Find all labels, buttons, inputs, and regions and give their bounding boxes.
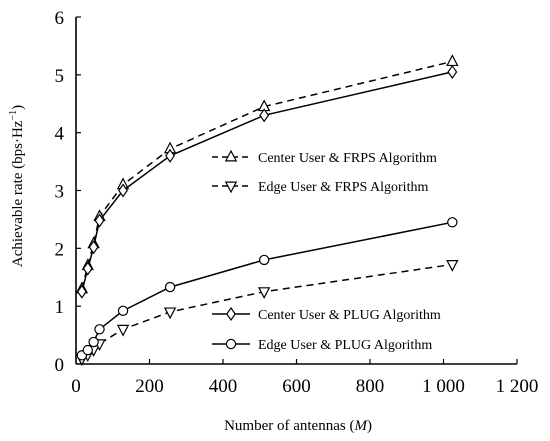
data-point-marker <box>259 108 270 123</box>
legend-label: Center User & FRPS Algorithm <box>258 151 437 166</box>
x-tick-label: 800 <box>356 376 385 397</box>
series-edge-user-and-plug-algorithm <box>76 217 458 361</box>
data-point-marker <box>164 281 176 293</box>
legend-label: Edge User & PLUG Algorithm <box>258 338 432 353</box>
series-line <box>81 60 453 289</box>
x-tick-label: 200 <box>135 376 164 397</box>
y-tick-label: 1 <box>55 297 65 318</box>
legend-marker <box>224 181 238 194</box>
legend-entry: Center User & FRPS Algorithm <box>212 149 437 166</box>
legend: Center User & FRPS Algorithm Edge User & … <box>212 149 441 353</box>
data-point-marker <box>116 324 130 337</box>
x-axis-title: Number of antennas (M) <box>224 418 372 434</box>
data-point-marker <box>118 183 128 198</box>
y-tick-label: 0 <box>55 355 65 376</box>
y-axis-title: Achievable rate (bps·Hz−1) <box>8 105 26 267</box>
y-axis-title-end: ) <box>10 105 26 110</box>
data-point-marker <box>82 344 93 356</box>
data-point-marker <box>446 54 459 67</box>
legend-label: Center User & PLUG Algorithm <box>258 308 441 323</box>
legend-marker <box>226 306 236 322</box>
data-point-marker <box>257 287 271 299</box>
y-axis-title-main: Achievable rate (bps·Hz <box>10 120 26 267</box>
legend-label: Edge User & FRPS Algorithm <box>258 180 428 195</box>
data-point-marker <box>94 213 105 228</box>
data-point-marker <box>447 217 458 228</box>
x-axis-title-variable: M <box>353 418 368 434</box>
y-tick-label: 3 <box>55 182 65 203</box>
data-point-marker <box>88 240 99 255</box>
legend-marker <box>225 338 237 350</box>
x-tick-label: 400 <box>209 376 238 397</box>
x-axis-ticks: 0 200 400 600 800 1 000 1 200 <box>71 359 538 397</box>
x-tick-label: 1 000 <box>422 376 465 397</box>
data-point-marker <box>88 336 99 348</box>
data-point-marker <box>117 305 129 316</box>
y-tick-label: 2 <box>55 239 65 260</box>
series-center-user-and-plug-algorithm <box>76 64 458 299</box>
x-axis-title-main: Number of antennas ( <box>224 418 354 434</box>
legend-entry: Edge User & PLUG Algorithm <box>212 338 432 353</box>
x-tick-label: 0 <box>71 376 81 397</box>
y-axis-ticks: 0 1 2 3 4 5 6 <box>55 8 81 376</box>
legend-marker <box>224 149 238 162</box>
legend-entry: Center User & PLUG Algorithm <box>212 306 441 323</box>
y-tick-label: 6 <box>55 8 65 29</box>
data-point-marker <box>82 261 93 276</box>
x-axis-title-end: ) <box>367 418 372 434</box>
data-point-marker <box>447 64 458 79</box>
y-tick-label: 4 <box>55 124 65 145</box>
y-tick-label: 5 <box>55 66 65 87</box>
data-point-marker <box>76 284 87 299</box>
series-line <box>81 263 453 360</box>
data-point-marker <box>163 307 177 320</box>
data-point-marker <box>165 148 176 163</box>
x-tick-label: 1 200 <box>496 376 539 397</box>
data-point-marker <box>94 324 105 335</box>
data-point-marker <box>446 260 459 272</box>
legend-entry: Edge User & FRPS Algorithm <box>212 180 428 195</box>
series-layer <box>75 54 459 367</box>
data-point-marker <box>258 254 270 266</box>
y-axis-title-exponent: −1 <box>8 110 19 121</box>
x-tick-label: 600 <box>282 376 311 397</box>
